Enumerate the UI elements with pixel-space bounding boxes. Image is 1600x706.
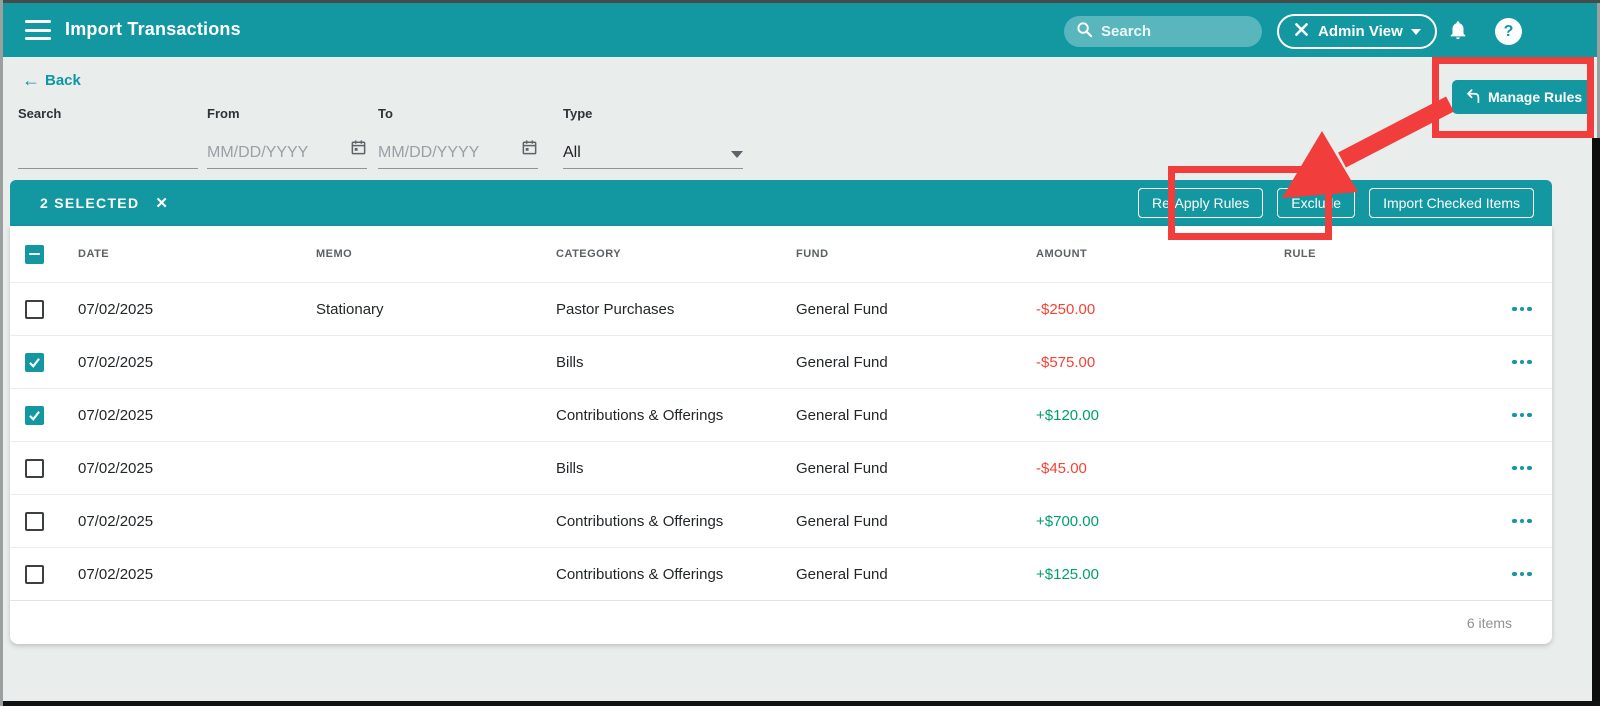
filter-search-input[interactable] xyxy=(18,144,188,162)
cell-category: Bills xyxy=(556,459,584,477)
column-header-date: DATE xyxy=(78,248,110,260)
selection-toolbar: 2 SELECTED ✕ Re-Apply Rules Exclude Impo… xyxy=(10,180,1552,226)
manage-rules-button[interactable]: Manage Rules xyxy=(1452,80,1595,114)
row-checkbox[interactable] xyxy=(25,458,44,478)
cell-category: Contributions & Offerings xyxy=(556,406,724,424)
page-title: Import Transactions xyxy=(65,19,241,39)
calendar-icon[interactable] xyxy=(350,139,367,161)
table-body: 07/02/2025 Stationary Pastor Purchases G… xyxy=(10,282,1552,600)
cell-date: 07/02/2025 xyxy=(78,512,154,530)
back-label: Back xyxy=(45,72,81,89)
row-menu-icon[interactable] xyxy=(1492,301,1552,318)
cell-memo: Stationary xyxy=(316,300,384,318)
filter-search-label: Search xyxy=(18,106,62,121)
column-header-rule: RULE xyxy=(1284,248,1316,260)
global-search-input[interactable] xyxy=(1101,23,1241,40)
row-checkbox[interactable] xyxy=(25,299,44,319)
row-menu-icon[interactable] xyxy=(1492,566,1552,583)
table-header-row: DATE MEMO CATEGORY FUND AMOUNT RULE xyxy=(10,226,1552,282)
selected-count: 2 SELECTED xyxy=(40,195,140,211)
cell-fund: General Fund xyxy=(796,565,888,583)
cell-category: Bills xyxy=(556,353,584,371)
filter-search: Search xyxy=(18,106,198,169)
import-checked-items-button[interactable]: Import Checked Items xyxy=(1369,188,1534,218)
table-row: 07/02/2025 Stationary Pastor Purchases G… xyxy=(10,282,1552,335)
column-header-amount: AMOUNT xyxy=(1036,248,1088,260)
manage-rules-icon xyxy=(1464,87,1482,108)
cell-date: 07/02/2025 xyxy=(78,353,154,371)
back-link[interactable]: ← Back xyxy=(22,70,81,90)
window-border-top xyxy=(0,0,1600,3)
filter-from-input[interactable] xyxy=(207,144,327,162)
row-menu-icon[interactable] xyxy=(1492,407,1552,424)
reapply-rules-button[interactable]: Re-Apply Rules xyxy=(1137,188,1264,218)
filter-to-label: To xyxy=(378,106,393,121)
column-header-memo: MEMO xyxy=(316,248,353,260)
clear-selection-icon[interactable]: ✕ xyxy=(155,195,168,212)
cell-amount: +$125.00 xyxy=(1036,565,1099,583)
manage-rules-label: Manage Rules xyxy=(1488,89,1583,105)
row-checkbox[interactable] xyxy=(25,352,44,372)
help-icon[interactable]: ? xyxy=(1495,18,1522,45)
cell-category: Contributions & Offerings xyxy=(556,565,724,583)
window-edge-right xyxy=(1592,138,1600,706)
filter-type-label: Type xyxy=(563,106,593,121)
filter-from: From xyxy=(207,106,367,169)
filter-to-input[interactable] xyxy=(378,144,498,162)
row-menu-icon[interactable] xyxy=(1492,513,1552,530)
column-header-fund: FUND xyxy=(796,248,829,260)
app-bar: Import Transactions Admin View ? xyxy=(3,3,1597,57)
tools-icon xyxy=(1293,21,1310,42)
table-row: 07/02/2025 Contributions & Offerings Gen… xyxy=(10,388,1552,441)
table-row: 07/02/2025 Contributions & Offerings Gen… xyxy=(10,494,1552,547)
table-row: 07/02/2025 Bills General Fund -$45.00 xyxy=(10,441,1552,494)
select-all-checkbox[interactable] xyxy=(25,244,44,264)
table-footer: 6 items xyxy=(10,600,1552,644)
cell-amount: -$575.00 xyxy=(1036,353,1096,371)
filter-type-value: All xyxy=(563,144,581,161)
notifications-bell-icon[interactable] xyxy=(1447,19,1469,46)
back-arrow-icon: ← xyxy=(22,70,40,90)
filter-type: Type All xyxy=(563,106,743,169)
row-checkbox[interactable] xyxy=(25,564,44,584)
column-header-category: CATEGORY xyxy=(556,248,622,260)
window-edge-bottom xyxy=(0,701,1600,706)
cell-date: 07/02/2025 xyxy=(78,300,154,318)
chevron-down-icon xyxy=(1410,28,1421,35)
cell-amount: +$700.00 xyxy=(1036,512,1099,530)
filter-type-select[interactable]: All xyxy=(563,121,743,169)
global-search[interactable] xyxy=(1064,16,1262,47)
menu-icon[interactable] xyxy=(25,20,51,40)
transactions-table: DATE MEMO CATEGORY FUND AMOUNT RULE 07/0… xyxy=(10,226,1552,644)
cell-category: Pastor Purchases xyxy=(556,300,675,318)
cell-fund: General Fund xyxy=(796,300,888,318)
cell-fund: General Fund xyxy=(796,406,888,424)
cell-date: 07/02/2025 xyxy=(78,406,154,424)
row-checkbox[interactable] xyxy=(25,511,44,531)
row-menu-icon[interactable] xyxy=(1492,354,1552,371)
cell-fund: General Fund xyxy=(796,512,888,530)
cell-amount: -$45.00 xyxy=(1036,459,1087,477)
filter-from-label: From xyxy=(207,106,240,121)
search-icon xyxy=(1076,21,1093,43)
admin-view-label: Admin View xyxy=(1318,23,1403,40)
filter-to: To xyxy=(378,106,538,169)
cell-amount: -$250.00 xyxy=(1036,300,1096,318)
cell-fund: General Fund xyxy=(796,353,888,371)
exclude-button[interactable]: Exclude xyxy=(1277,188,1356,218)
row-checkbox[interactable] xyxy=(25,405,44,425)
calendar-icon[interactable] xyxy=(521,139,538,161)
row-menu-icon[interactable] xyxy=(1492,460,1552,477)
chevron-down-icon xyxy=(731,151,743,158)
window-border-left xyxy=(0,0,3,706)
cell-fund: General Fund xyxy=(796,459,888,477)
table-row: 07/02/2025 Bills General Fund -$575.00 xyxy=(10,335,1552,388)
admin-view-button[interactable]: Admin View xyxy=(1277,14,1437,49)
cell-category: Contributions & Offerings xyxy=(556,512,724,530)
cell-date: 07/02/2025 xyxy=(78,565,154,583)
table-row: 07/02/2025 Contributions & Offerings Gen… xyxy=(10,547,1552,600)
cell-date: 07/02/2025 xyxy=(78,459,154,477)
cell-amount: +$120.00 xyxy=(1036,406,1099,424)
window-border-right xyxy=(1597,0,1600,140)
